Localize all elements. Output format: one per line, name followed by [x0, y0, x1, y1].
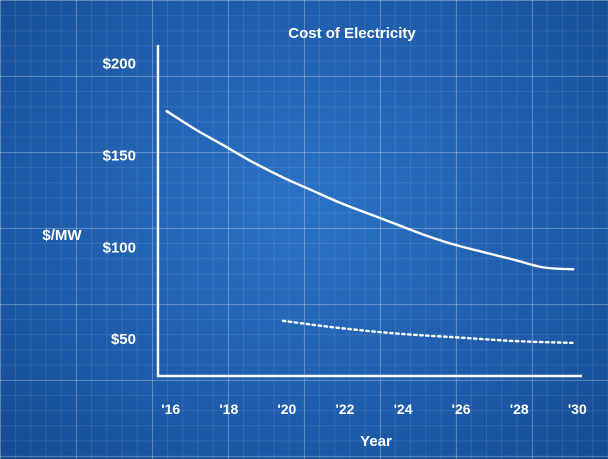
y-tick-label: $150: [103, 147, 136, 164]
y-tick-label: $100: [103, 239, 136, 256]
data-point: [340, 327, 342, 329]
data-point: [572, 342, 574, 344]
axis-lines: [156, 45, 582, 378]
data-point: [282, 176, 284, 178]
y-tick-label: $200: [103, 55, 136, 72]
data-point: [224, 145, 226, 147]
x-tick-label: '18: [219, 401, 238, 417]
dotted-series-line: [281, 319, 575, 345]
data-point: [572, 268, 574, 270]
x-axis-label: Year: [360, 433, 392, 450]
data-point: [427, 235, 429, 237]
data-point: [369, 213, 371, 215]
series-layer: [165, 110, 575, 345]
x-tick-label: '26: [452, 401, 471, 417]
x-tick-label: '28: [510, 401, 529, 417]
x-tick-label: '16: [161, 401, 180, 417]
x-tick-label: '20: [277, 401, 296, 417]
y-axis-label: $/MW: [42, 227, 82, 244]
chart-title: Cost of Electricity: [288, 25, 416, 42]
axes: [156, 45, 582, 378]
data-point: [311, 189, 313, 191]
data-point: [282, 320, 284, 322]
data-point: [514, 340, 516, 342]
data-point: [543, 266, 545, 268]
solid-series-line: [165, 110, 575, 271]
x-tick-label: '24: [394, 401, 413, 417]
x-tick-label: '22: [336, 401, 355, 417]
data-point: [398, 333, 400, 335]
data-point: [253, 162, 255, 164]
data-point: [398, 224, 400, 226]
data-point: [514, 259, 516, 261]
data-point: [485, 252, 487, 254]
data-point: [456, 336, 458, 338]
x-tick-labels: '16 '18 '20 '22 '24 '26 '28 '30: [161, 401, 587, 417]
data-point: [166, 110, 168, 112]
data-point: [456, 244, 458, 246]
data-point: [195, 128, 197, 130]
x-tick-label: '30: [568, 401, 587, 417]
y-tick-label: $50: [111, 331, 136, 348]
data-point: [340, 202, 342, 204]
y-tick-labels: $50 $100 $150 $200: [103, 55, 136, 348]
